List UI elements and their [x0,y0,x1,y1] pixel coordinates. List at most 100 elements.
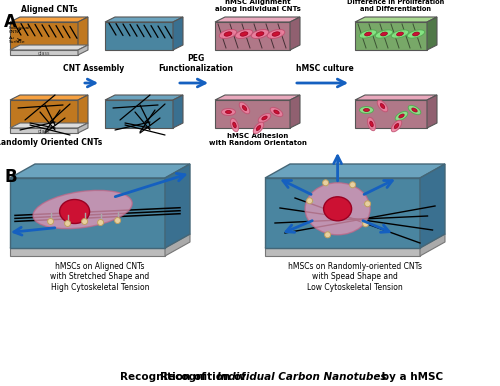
Polygon shape [265,178,420,248]
Text: hMSC Adhesion
with Random Orientaton: hMSC Adhesion with Random Orientaton [208,133,306,146]
Text: glass: glass [38,129,50,134]
Polygon shape [105,17,183,22]
Ellipse shape [60,200,90,223]
Ellipse shape [219,29,237,39]
Polygon shape [10,17,88,22]
Polygon shape [355,17,437,22]
Circle shape [350,182,356,188]
Text: Recognition of: Recognition of [160,372,250,382]
Polygon shape [427,95,437,128]
Ellipse shape [222,108,235,115]
Ellipse shape [364,32,372,36]
Ellipse shape [412,32,420,36]
Polygon shape [78,17,88,50]
Polygon shape [265,234,445,248]
Text: Randomly Oriented CNTs: Randomly Oriented CNTs [0,138,102,147]
Polygon shape [265,164,445,178]
Text: Difference in Proliferation
and Differentiation: Difference in Proliferation and Differen… [348,0,444,12]
Ellipse shape [270,107,283,117]
Polygon shape [10,164,190,178]
Polygon shape [215,100,290,128]
Ellipse shape [392,120,402,132]
Ellipse shape [272,32,280,36]
Text: Individual Carbon Nanotubes: Individual Carbon Nanotubes [217,372,386,382]
Ellipse shape [226,110,232,113]
Polygon shape [165,234,190,256]
Text: glass: glass [38,51,50,56]
Polygon shape [10,95,88,100]
Ellipse shape [370,121,373,127]
Ellipse shape [254,122,264,134]
Polygon shape [355,22,427,50]
Ellipse shape [368,117,376,131]
Polygon shape [355,95,437,100]
Polygon shape [215,95,300,100]
Polygon shape [105,100,173,128]
Polygon shape [78,95,88,128]
Polygon shape [10,234,190,248]
Text: B: B [4,168,16,186]
Polygon shape [355,100,427,128]
Polygon shape [215,22,290,50]
Polygon shape [173,17,183,50]
Polygon shape [10,22,78,50]
Ellipse shape [324,197,351,221]
Polygon shape [173,95,183,128]
Ellipse shape [240,32,248,36]
Ellipse shape [412,108,417,112]
Text: CNT Assembly: CNT Assembly [63,64,124,73]
Text: A: A [4,13,17,31]
Polygon shape [420,234,445,256]
Polygon shape [78,45,88,55]
Polygon shape [420,164,445,248]
Text: hMSC Alignment
along Individual CNTs: hMSC Alignment along Individual CNTs [214,0,300,12]
Ellipse shape [380,103,384,108]
Ellipse shape [399,114,404,118]
Circle shape [322,180,328,186]
Ellipse shape [408,105,421,115]
Polygon shape [105,22,173,50]
Ellipse shape [235,29,253,39]
Text: Aligned CNTs: Aligned CNTs [21,5,77,14]
Circle shape [64,220,70,227]
Ellipse shape [267,29,285,39]
Ellipse shape [380,32,388,36]
Ellipse shape [256,32,264,36]
Ellipse shape [256,125,260,130]
Ellipse shape [360,107,374,113]
Circle shape [362,221,368,227]
Circle shape [48,218,54,225]
Polygon shape [165,164,190,248]
Polygon shape [427,17,437,50]
Polygon shape [10,123,88,128]
Circle shape [364,201,370,207]
Circle shape [324,232,330,238]
Ellipse shape [258,113,271,123]
Ellipse shape [240,102,250,114]
Ellipse shape [396,32,404,36]
Polygon shape [290,17,300,50]
Polygon shape [10,178,165,248]
Text: hMSCs on Randomly-oriented CNTs
with Spead Shape and
Low Cytoskeletal Tension: hMSCs on Randomly-oriented CNTs with Spe… [288,262,422,292]
Text: hMSC culture: hMSC culture [296,64,354,73]
Circle shape [98,220,103,225]
Polygon shape [10,100,78,128]
Polygon shape [265,248,420,256]
Polygon shape [10,128,78,133]
Ellipse shape [233,122,236,128]
Ellipse shape [274,110,279,114]
Text: Individual
CNTs: Individual CNTs [9,26,30,34]
Ellipse shape [360,30,376,38]
Polygon shape [290,95,300,128]
Polygon shape [10,45,88,50]
Ellipse shape [305,183,370,235]
Polygon shape [10,248,165,256]
Ellipse shape [408,30,424,38]
Polygon shape [215,17,300,22]
Polygon shape [105,95,183,100]
Circle shape [306,198,312,204]
Text: Recognition of: Recognition of [120,372,210,382]
Ellipse shape [224,32,232,36]
Ellipse shape [378,100,388,112]
Text: hMSCs on Aligned CNTs
with Stretched Shape and
High Cytoskeletal Tension: hMSCs on Aligned CNTs with Stretched Sha… [50,262,150,292]
